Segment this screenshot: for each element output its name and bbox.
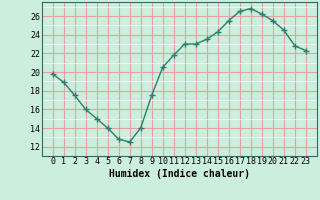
- X-axis label: Humidex (Indice chaleur): Humidex (Indice chaleur): [109, 169, 250, 179]
